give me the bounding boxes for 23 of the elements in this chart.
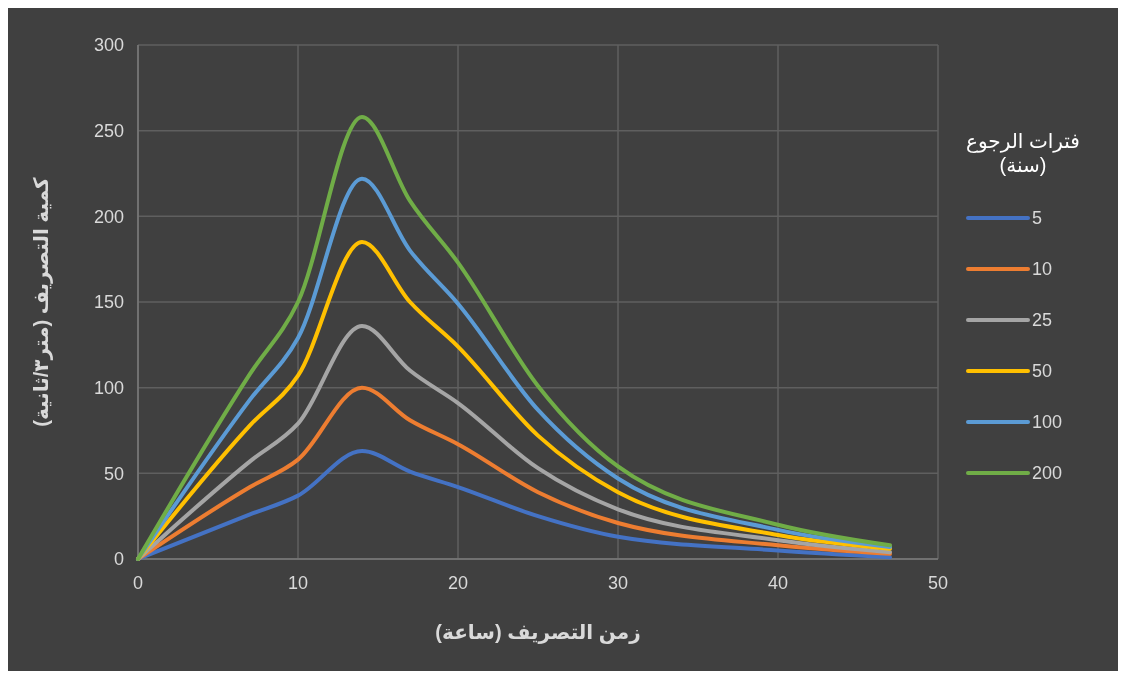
- x-tick-label: 10: [287, 573, 309, 593]
- legend-label: 200: [1032, 463, 1063, 484]
- legend-label: 50: [1032, 361, 1053, 382]
- y-tick-label: 50: [103, 463, 124, 484]
- legend-title: فترات الرجوع (سنة): [966, 130, 1080, 176]
- line-series: [136, 449, 892, 561]
- y-tick-label: 100: [93, 377, 124, 398]
- y-tick-label: 0: [113, 549, 124, 570]
- legend-label: 5: [1032, 208, 1043, 229]
- y-tick-label: 300: [93, 35, 124, 56]
- x-tick-label: 50: [927, 573, 949, 593]
- y-tick-label: 150: [93, 292, 124, 313]
- x-tick-label: 30: [607, 573, 629, 593]
- legend-label: 25: [1032, 310, 1053, 331]
- legend-label: 10: [1032, 259, 1053, 280]
- x-tick-label: 20: [447, 573, 469, 593]
- y-axis-title: كمية التصريف (متر٣/ثانية): [30, 176, 53, 427]
- legend-label: 100: [1032, 412, 1063, 433]
- x-tick-label: 40: [767, 573, 789, 593]
- y-tick-label: 200: [93, 206, 124, 227]
- y-tick-label: 250: [93, 120, 124, 141]
- x-axis-title: زمن التصريف (ساعة): [435, 621, 641, 644]
- x-tick-label: 0: [132, 573, 144, 593]
